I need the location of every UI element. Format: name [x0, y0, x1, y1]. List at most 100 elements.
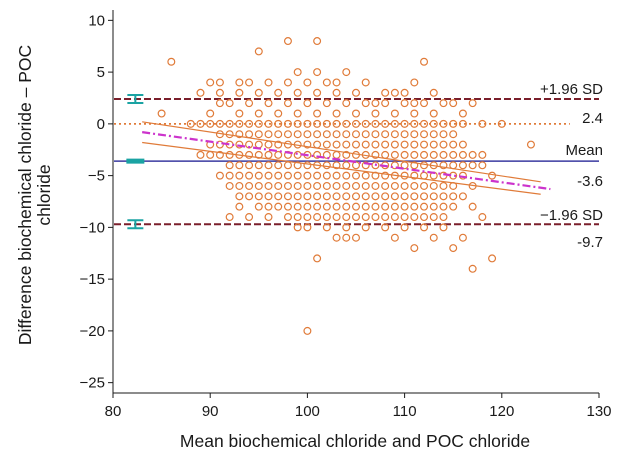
data-point — [313, 192, 322, 201]
data-point — [400, 150, 409, 159]
data-point — [293, 223, 302, 232]
x-tick-label: 130 — [586, 403, 611, 420]
data-point — [449, 150, 458, 159]
regression-line — [142, 131, 551, 191]
data-point — [274, 130, 283, 139]
data-point — [313, 37, 322, 46]
data-point — [303, 99, 312, 108]
data-point — [303, 192, 312, 201]
data-point — [264, 119, 273, 128]
data-point — [215, 99, 224, 108]
data-point — [235, 88, 244, 97]
data-point — [352, 140, 361, 149]
data-point — [390, 161, 399, 170]
data-point — [293, 181, 302, 190]
data-point — [478, 213, 487, 222]
data-point — [293, 88, 302, 97]
data-point — [439, 161, 448, 170]
data-point — [400, 181, 409, 190]
data-point — [381, 171, 390, 180]
data-point — [390, 119, 399, 128]
data-point — [361, 99, 370, 108]
data-point — [332, 213, 341, 222]
data-point — [303, 171, 312, 180]
data-point — [381, 202, 390, 211]
upper-loa-value: 2.4 — [582, 110, 603, 127]
data-point — [235, 119, 244, 128]
x-axis-ticks: 80 90 100 110 120 130 — [105, 393, 612, 420]
data-point — [332, 192, 341, 201]
data-point — [420, 171, 429, 180]
data-point — [303, 119, 312, 128]
data-points — [157, 37, 535, 335]
data-point — [215, 150, 224, 159]
data-point — [429, 192, 438, 201]
data-point — [361, 119, 370, 128]
data-point — [274, 140, 283, 149]
data-point — [264, 130, 273, 139]
data-point — [410, 130, 419, 139]
data-point — [254, 192, 263, 201]
data-point — [332, 140, 341, 149]
data-point — [381, 181, 390, 190]
data-point — [468, 161, 477, 170]
data-point — [235, 181, 244, 190]
data-point — [235, 171, 244, 180]
data-point — [245, 161, 254, 170]
data-point — [361, 213, 370, 222]
data-point — [322, 181, 331, 190]
data-point — [313, 202, 322, 211]
data-point — [283, 202, 292, 211]
data-point — [215, 171, 224, 180]
data-point — [420, 161, 429, 170]
data-point — [293, 192, 302, 201]
data-point — [332, 109, 341, 118]
data-point — [332, 171, 341, 180]
data-point — [245, 213, 254, 222]
data-point — [429, 88, 438, 97]
data-point — [439, 192, 448, 201]
data-point — [283, 161, 292, 170]
data-point — [322, 213, 331, 222]
data-point — [361, 130, 370, 139]
data-point — [264, 78, 273, 87]
data-point — [420, 181, 429, 190]
data-point — [303, 326, 312, 335]
data-point — [264, 181, 273, 190]
data-point — [352, 119, 361, 128]
data-point — [342, 150, 351, 159]
data-point — [381, 150, 390, 159]
data-point — [303, 181, 312, 190]
data-point — [254, 47, 263, 56]
data-point — [478, 119, 487, 128]
data-point — [371, 99, 380, 108]
data-point — [361, 202, 370, 211]
data-point — [264, 99, 273, 108]
data-point — [215, 88, 224, 97]
data-point — [283, 130, 292, 139]
data-point — [420, 119, 429, 128]
data-point — [439, 223, 448, 232]
data-point — [303, 78, 312, 87]
data-point — [420, 57, 429, 66]
data-point — [449, 119, 458, 128]
x-tick-label: 120 — [489, 403, 514, 420]
data-point — [429, 150, 438, 159]
data-point — [390, 181, 399, 190]
x-tick-label: 110 — [393, 403, 417, 420]
data-point — [274, 150, 283, 159]
y-axis-title-line1: Difference biochemical chloride – POC — [15, 45, 35, 345]
data-point — [342, 192, 351, 201]
data-point — [410, 99, 419, 108]
data-point — [400, 119, 409, 128]
data-point — [361, 78, 370, 87]
data-point — [371, 140, 380, 149]
data-point — [235, 202, 244, 211]
data-point — [526, 140, 535, 149]
data-point — [186, 119, 195, 128]
data-point — [332, 119, 341, 128]
data-point — [283, 192, 292, 201]
data-point — [322, 161, 331, 170]
data-point — [303, 202, 312, 211]
data-point — [196, 150, 205, 159]
